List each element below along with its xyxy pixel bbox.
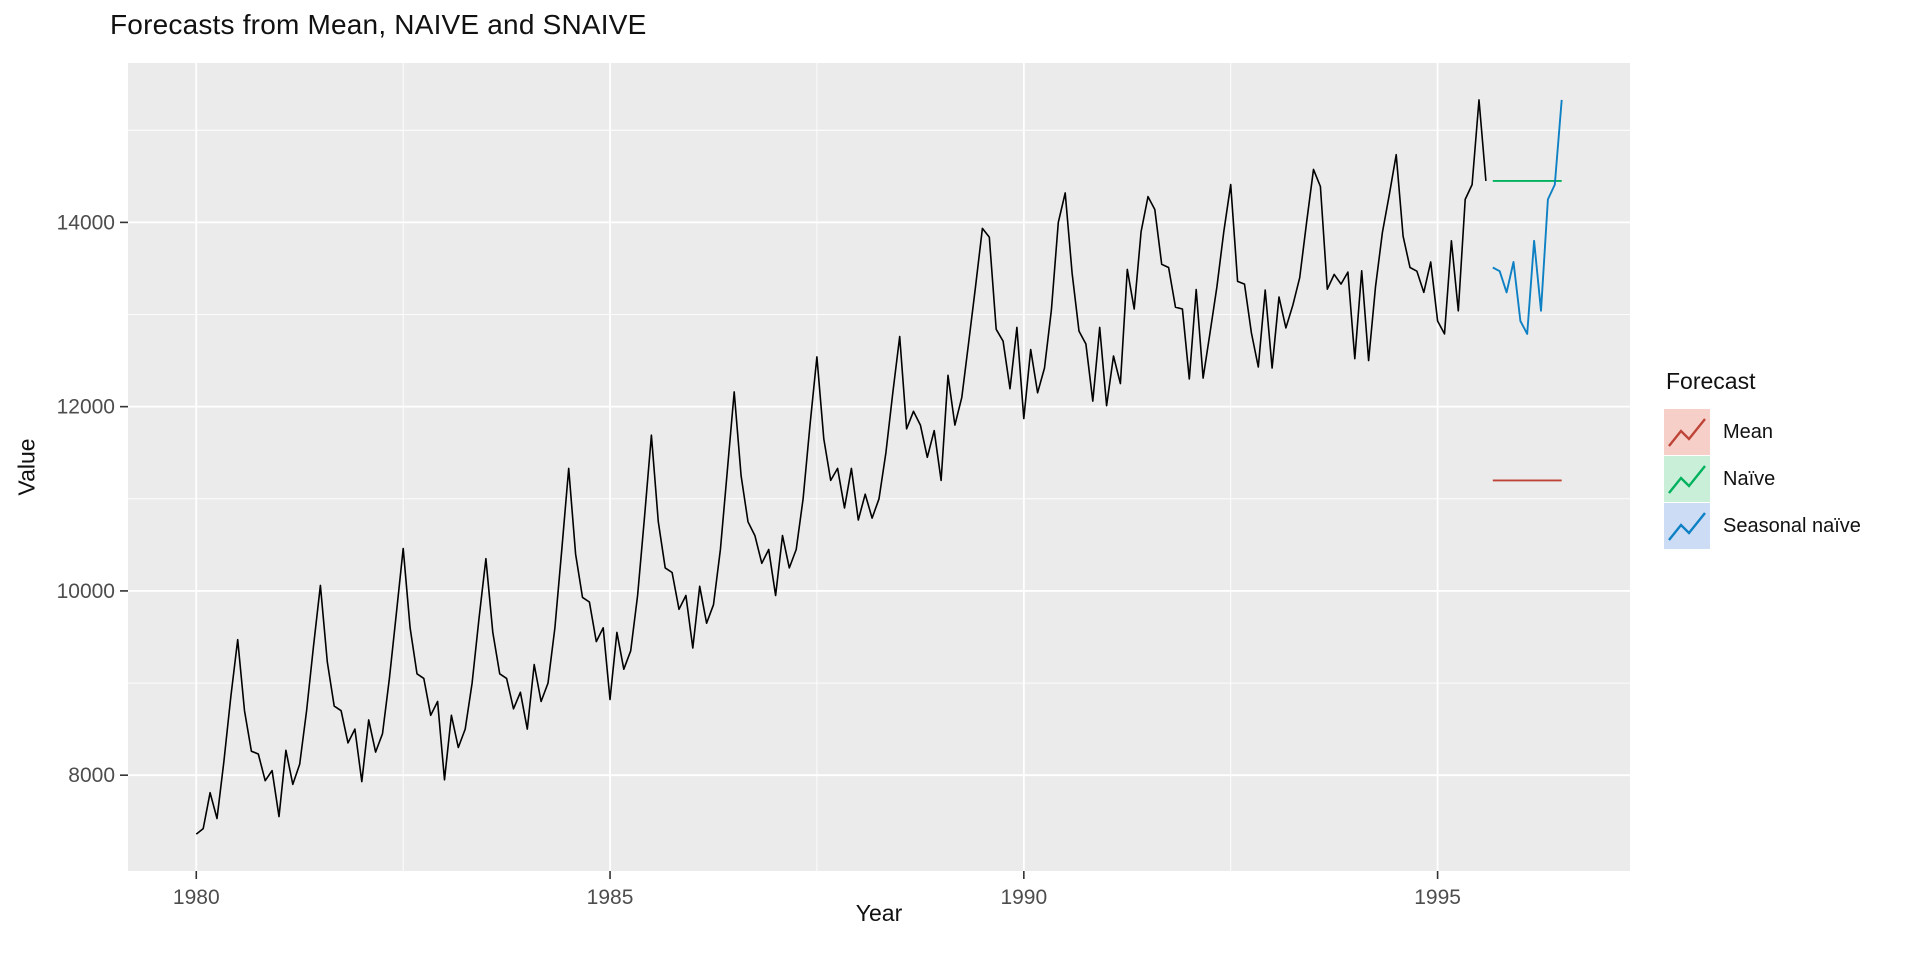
x-tick-label: 1990 — [1000, 886, 1047, 909]
x-tick-label: 1980 — [173, 886, 220, 909]
y-tick-label: 14000 — [57, 211, 115, 234]
observed-series-line — [195, 99, 1487, 835]
y-tick-label: 8000 — [68, 764, 115, 787]
legend-key-swatch — [1664, 456, 1710, 502]
legend-item-seasonal-naive: Seasonal naïve — [1664, 503, 1861, 549]
legend-key-swatch — [1664, 409, 1710, 455]
x-axis-title: Year — [855, 900, 903, 926]
legend-item-naive: Naïve — [1664, 456, 1861, 502]
y-axis-title: Value — [13, 438, 40, 496]
y-tick-label: 10000 — [57, 580, 115, 603]
legend-title: Forecast — [1666, 368, 1756, 394]
legend-key-seasonal-naive-line-icon — [1664, 503, 1710, 549]
legend-label-naive: Naïve — [1723, 467, 1776, 490]
x-tick-label: 1995 — [1414, 886, 1461, 909]
legend-label-mean: Mean — [1723, 420, 1774, 443]
legend-key-swatch — [1664, 503, 1710, 549]
legend-label-seasonal-naive: Seasonal naïve — [1723, 514, 1861, 537]
legend-key-mean-line-icon — [1664, 409, 1710, 455]
legend-item-mean: Mean — [1664, 409, 1861, 455]
x-tick-label: 1985 — [587, 886, 634, 909]
panel-background — [128, 63, 1630, 871]
legend: Forecast Mean Naïve Seasonal naïve — [1664, 368, 1861, 550]
y-tick-label: 12000 — [57, 396, 115, 419]
plot-title: Forecasts from Mean, NAIVE and SNAIVE — [110, 9, 647, 40]
legend-key-naive-line-icon — [1664, 456, 1710, 502]
forecast-line-seasonal-na-ve — [1492, 99, 1563, 335]
